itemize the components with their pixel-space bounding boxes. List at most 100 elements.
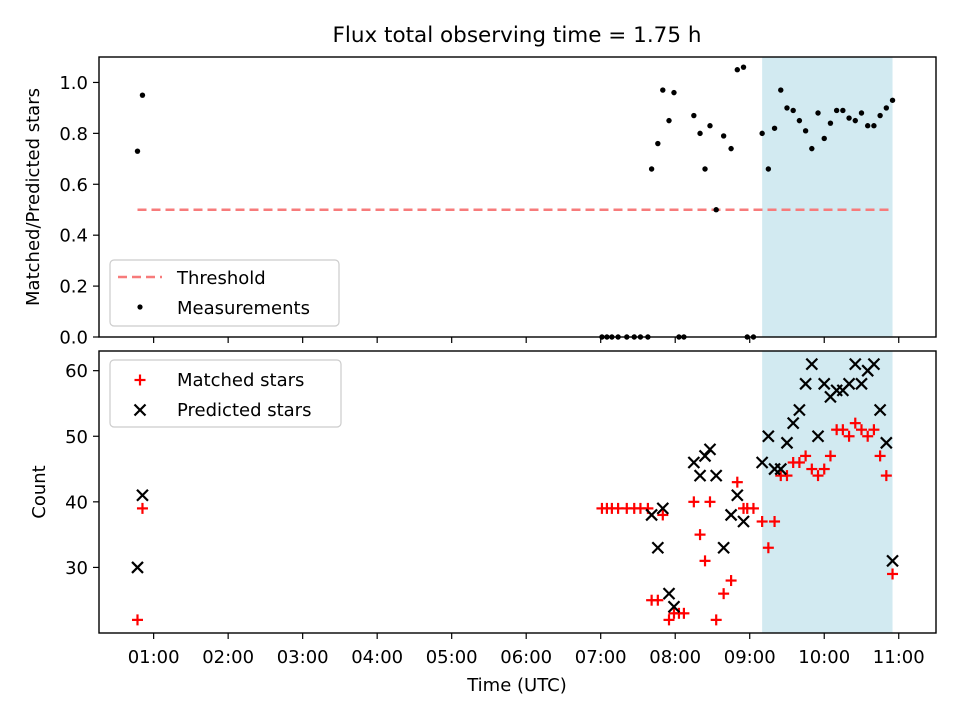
x-tick-label: 08:00 xyxy=(649,647,701,668)
matched-star-point xyxy=(824,450,836,462)
measurement-point xyxy=(666,117,672,124)
predicted-star-point xyxy=(799,377,812,391)
predicted-star-point xyxy=(873,403,887,417)
predicted-star-point-b xyxy=(886,554,899,568)
predicted-star-point xyxy=(667,600,681,614)
x-tick-label: 01:00 xyxy=(128,647,180,668)
predicted-star-point-b xyxy=(811,429,825,443)
measurement-point xyxy=(815,110,821,116)
predicted-star-point xyxy=(867,357,881,371)
measurement-point xyxy=(655,140,661,147)
legend-matched-swatch xyxy=(134,374,146,386)
predicted-star-point-b xyxy=(755,456,769,469)
predicted-star-point xyxy=(687,456,701,469)
bottom-y-tick-label: 40 xyxy=(65,492,88,513)
predicted-star-point-b xyxy=(698,449,712,463)
matched-star-point xyxy=(699,555,711,567)
predicted-star-point xyxy=(755,456,769,469)
matched-star-point xyxy=(887,568,899,580)
x-tick-label: 07:00 xyxy=(575,647,627,668)
measurement-point xyxy=(778,87,784,93)
matched-star-point xyxy=(756,516,768,528)
predicted-star-point-b xyxy=(136,489,149,502)
predicted-star-point-b xyxy=(693,469,707,482)
predicted-star-point xyxy=(774,462,788,476)
measurement-point xyxy=(648,166,655,172)
predicted-star-point xyxy=(662,587,676,600)
predicted-star-point xyxy=(651,541,665,555)
legend-measurement-swatch xyxy=(137,304,143,310)
measurement-point xyxy=(840,107,846,114)
legend-predicted-label: Predicted stars xyxy=(177,400,311,421)
predicted-star-point xyxy=(698,449,712,463)
x-tick-label: 10:00 xyxy=(798,647,850,668)
predicted-star-point-b xyxy=(662,587,676,600)
bottom-legend: Matched stars Predicted stars xyxy=(109,359,342,428)
matched-star-point xyxy=(769,516,781,528)
legend-threshold-label: Threshold xyxy=(176,268,266,289)
top-legend: Threshold Measurements xyxy=(109,259,340,327)
legend-predicted-swatch xyxy=(133,403,147,417)
bottom-legend-box xyxy=(109,359,342,428)
matched-star-point xyxy=(762,542,774,554)
matched-star-point xyxy=(874,450,886,462)
measurement-point xyxy=(809,145,815,152)
predicted-star-point xyxy=(724,508,738,522)
top-y-tick-label: 0.6 xyxy=(59,175,88,196)
predicted-star-point xyxy=(849,357,862,371)
predicted-star-point-b xyxy=(731,489,744,502)
matched-star-point xyxy=(843,430,855,442)
top-shaded-interval xyxy=(762,57,893,337)
measurement-point xyxy=(833,107,840,114)
measurement-point xyxy=(852,117,858,124)
measurement-point xyxy=(707,123,713,129)
measurement-point xyxy=(702,166,708,172)
legend-predicted-marker xyxy=(133,403,147,417)
legend-matched-label: Matched stars xyxy=(177,370,304,391)
predicted-star-point-b xyxy=(774,462,788,476)
predicted-star-point-b xyxy=(762,429,775,443)
x-tick-label: 06:00 xyxy=(500,647,552,668)
predicted-star-point-b xyxy=(867,357,881,371)
top-x-ticks xyxy=(153,337,900,343)
matched-star-point xyxy=(812,470,824,482)
matched-stars-points xyxy=(131,417,899,626)
measurement-point xyxy=(759,130,765,137)
predicted-star-point-b xyxy=(780,436,794,450)
bottom-y-axis-label: Count xyxy=(29,465,50,518)
measurement-point xyxy=(877,112,883,119)
matched-star-point xyxy=(678,607,690,619)
measurement-point xyxy=(821,135,827,142)
measurement-point xyxy=(802,128,809,134)
matched-star-point xyxy=(136,502,148,514)
predicted-star-point-b xyxy=(855,377,868,391)
predicted-star-point-b xyxy=(849,357,862,371)
bottom-y-tick-label: 60 xyxy=(65,361,88,382)
predicted-star-point-b xyxy=(880,436,893,450)
x-tick-label: 05:00 xyxy=(426,647,478,668)
matched-star-point xyxy=(862,430,874,442)
matched-star-point xyxy=(849,417,861,429)
predicted-star-point-b xyxy=(786,416,800,430)
matched-star-point xyxy=(837,424,849,436)
predicted-star-point xyxy=(656,502,670,515)
measurement-point xyxy=(691,112,697,119)
predicted-star-point xyxy=(793,403,806,417)
predicted-star-point-b xyxy=(703,443,717,456)
predicted-star-point xyxy=(731,489,744,502)
predicted-star-point xyxy=(886,554,899,568)
predicted-star-point xyxy=(780,436,794,450)
measurement-point xyxy=(883,105,890,111)
matched-star-point xyxy=(793,456,805,468)
measurement-point xyxy=(889,97,896,103)
matched-star-point xyxy=(704,496,716,508)
top-legend-box xyxy=(109,259,340,327)
matched-star-point xyxy=(747,502,759,514)
bottom-shaded-interval xyxy=(762,351,893,633)
predicted-star-point xyxy=(693,469,707,482)
bottom-x-ticks: 01:00 02:00 03:00 04:00 05:00 06:00 07:00 08:00… xyxy=(128,633,925,668)
matched-star-point xyxy=(663,614,675,626)
matched-star-point xyxy=(652,594,664,606)
